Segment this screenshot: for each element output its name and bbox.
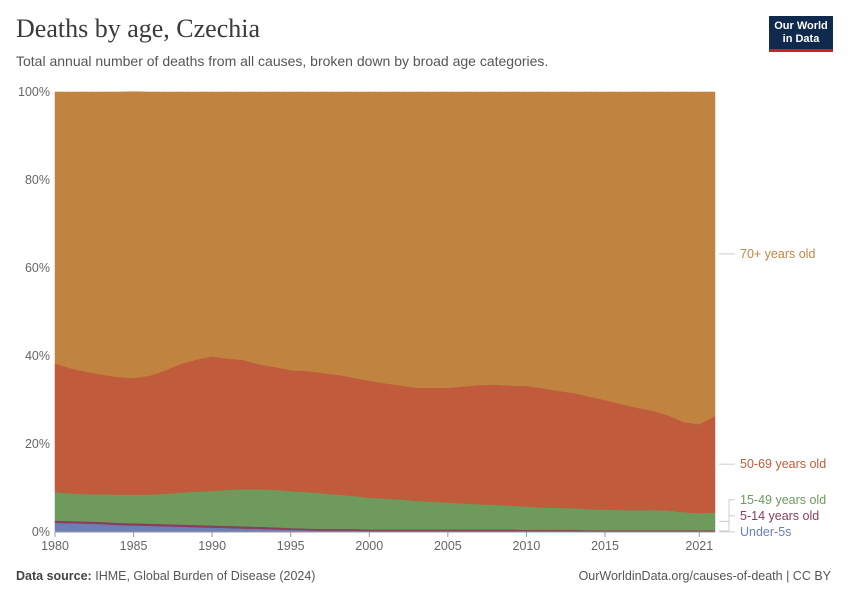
y-tick-label: 0%	[32, 525, 50, 539]
data-source-label: Data source:	[16, 569, 92, 583]
label-connector	[719, 499, 735, 522]
y-axis-ticks: 0% 20% 40% 60% 80% 100%	[18, 85, 50, 539]
x-tick-label: 2010	[513, 539, 541, 553]
y-tick-label: 60%	[25, 261, 50, 275]
series-label: 70+ years old	[740, 247, 815, 261]
x-tick-label: 2005	[434, 539, 462, 553]
x-tick-label: 1980	[41, 539, 69, 553]
x-tick-label: 1990	[198, 539, 226, 553]
x-tick-label: 1995	[277, 539, 305, 553]
y-tick-label: 100%	[18, 85, 50, 99]
x-axis-ticks: 1980 1985 1990 1995 2000 2005 2010 2015 2021	[41, 531, 715, 553]
series-label: 5-14 years old	[740, 509, 819, 523]
series-label: 50-69 years old	[740, 457, 826, 471]
series-label: 15-49 years old	[740, 493, 826, 507]
y-tick-label: 20%	[25, 437, 50, 451]
x-tick-label: 2015	[591, 539, 619, 553]
series-label: Under-5s	[740, 525, 791, 539]
label-connector	[719, 515, 735, 532]
series-labels: Under-5s 5-14 years old 15-49 years old 50-…	[719, 247, 826, 539]
stacked-area-chart: 0% 20% 40% 60% 80% 100% 1980 1985 1990 1995 2000 2…	[18, 85, 826, 553]
x-tick-label: 1985	[120, 539, 148, 553]
area-70-years-old[interactable]	[54, 91, 716, 425]
chart-title: Deaths by age, Czechia	[16, 14, 261, 43]
chart-subtitle: Total annual number of deaths from all c…	[16, 53, 549, 69]
x-tick-label: 2000	[355, 539, 383, 553]
logo-line-2: in Data	[782, 33, 820, 45]
area-series	[54, 91, 716, 533]
data-source: Data source: IHME, Global Burden of Dise…	[16, 569, 315, 583]
y-tick-label: 40%	[25, 349, 50, 363]
x-tick-label: 2021	[685, 539, 713, 553]
source-link[interactable]: OurWorldinData.org/causes-of-death | CC …	[578, 569, 831, 583]
y-tick-label: 80%	[25, 173, 50, 187]
logo-line-1: Our World	[774, 20, 828, 32]
owid-logo[interactable]: Our World in Data	[769, 16, 833, 52]
data-source-text: IHME, Global Burden of Disease (2024)	[95, 569, 316, 583]
